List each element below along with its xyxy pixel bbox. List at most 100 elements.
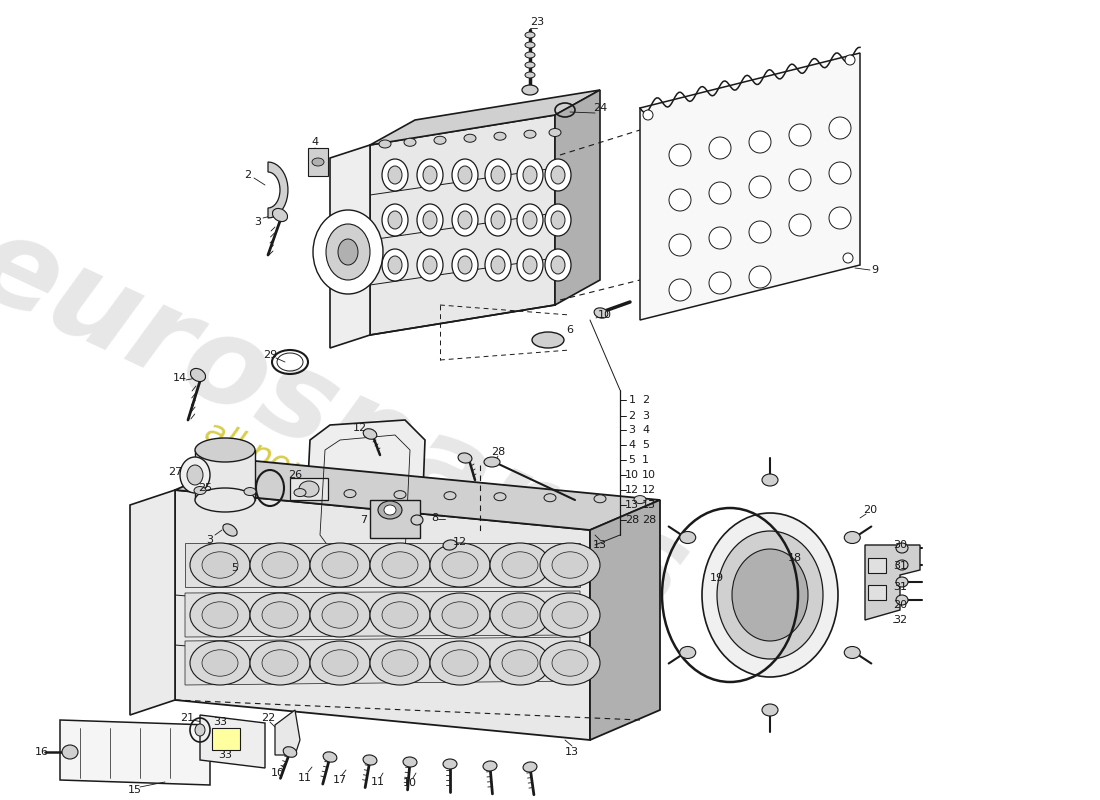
Text: 11: 11 bbox=[298, 773, 312, 783]
Polygon shape bbox=[370, 90, 600, 145]
Circle shape bbox=[710, 272, 732, 294]
Text: 12: 12 bbox=[353, 423, 367, 433]
Text: 8: 8 bbox=[431, 513, 439, 523]
Text: 5: 5 bbox=[628, 455, 636, 465]
Ellipse shape bbox=[452, 204, 478, 236]
Text: 12: 12 bbox=[453, 537, 468, 547]
Polygon shape bbox=[185, 543, 580, 587]
Ellipse shape bbox=[283, 746, 297, 758]
Text: 11: 11 bbox=[371, 777, 385, 787]
Ellipse shape bbox=[452, 159, 478, 191]
Text: 2: 2 bbox=[628, 411, 636, 421]
Ellipse shape bbox=[403, 757, 417, 767]
Circle shape bbox=[829, 117, 851, 139]
Circle shape bbox=[845, 55, 855, 65]
Ellipse shape bbox=[294, 489, 306, 497]
Text: 22: 22 bbox=[261, 713, 275, 723]
Circle shape bbox=[749, 221, 771, 243]
Ellipse shape bbox=[442, 552, 478, 578]
Text: 19: 19 bbox=[710, 573, 724, 583]
Text: 15: 15 bbox=[128, 785, 142, 795]
Ellipse shape bbox=[491, 211, 505, 229]
Ellipse shape bbox=[552, 602, 589, 628]
Text: 7: 7 bbox=[361, 515, 367, 525]
Text: 20: 20 bbox=[893, 600, 907, 610]
Polygon shape bbox=[330, 145, 370, 348]
Ellipse shape bbox=[195, 724, 205, 736]
Ellipse shape bbox=[896, 543, 907, 553]
Ellipse shape bbox=[494, 493, 506, 501]
Polygon shape bbox=[175, 460, 660, 530]
Bar bbox=[370, 500, 420, 538]
Ellipse shape bbox=[525, 52, 535, 58]
Ellipse shape bbox=[634, 495, 646, 503]
Text: 23: 23 bbox=[530, 17, 544, 27]
Ellipse shape bbox=[322, 602, 358, 628]
Circle shape bbox=[829, 162, 851, 184]
Ellipse shape bbox=[190, 543, 250, 587]
Ellipse shape bbox=[896, 577, 907, 587]
Ellipse shape bbox=[490, 593, 550, 637]
Bar bbox=[868, 585, 886, 600]
Ellipse shape bbox=[522, 166, 537, 184]
Ellipse shape bbox=[551, 256, 565, 274]
Text: 30: 30 bbox=[893, 540, 907, 550]
Ellipse shape bbox=[388, 211, 401, 229]
Circle shape bbox=[749, 131, 771, 153]
Text: 31: 31 bbox=[893, 582, 907, 592]
Text: 5: 5 bbox=[231, 563, 239, 573]
Ellipse shape bbox=[326, 224, 370, 280]
Text: 2: 2 bbox=[244, 170, 252, 180]
Ellipse shape bbox=[702, 513, 838, 677]
Polygon shape bbox=[275, 710, 300, 755]
Ellipse shape bbox=[532, 332, 564, 348]
Text: 3: 3 bbox=[207, 535, 213, 545]
Ellipse shape bbox=[378, 501, 402, 519]
Ellipse shape bbox=[540, 543, 600, 587]
Ellipse shape bbox=[273, 209, 287, 222]
Ellipse shape bbox=[430, 543, 490, 587]
Circle shape bbox=[749, 266, 771, 288]
Text: 31: 31 bbox=[893, 561, 907, 571]
Ellipse shape bbox=[458, 166, 472, 184]
Text: 6: 6 bbox=[566, 325, 573, 335]
Ellipse shape bbox=[594, 308, 608, 318]
Ellipse shape bbox=[484, 457, 500, 467]
Ellipse shape bbox=[424, 166, 437, 184]
Text: 14: 14 bbox=[173, 373, 187, 383]
Ellipse shape bbox=[187, 465, 204, 485]
Ellipse shape bbox=[732, 549, 808, 641]
Text: 1: 1 bbox=[628, 395, 636, 405]
Circle shape bbox=[669, 144, 691, 166]
Ellipse shape bbox=[312, 158, 324, 166]
Ellipse shape bbox=[680, 531, 695, 543]
Ellipse shape bbox=[522, 211, 537, 229]
Ellipse shape bbox=[382, 602, 418, 628]
Ellipse shape bbox=[485, 204, 512, 236]
Ellipse shape bbox=[388, 166, 401, 184]
Ellipse shape bbox=[517, 249, 543, 281]
Circle shape bbox=[710, 137, 732, 159]
Ellipse shape bbox=[384, 505, 396, 515]
Ellipse shape bbox=[310, 593, 370, 637]
Ellipse shape bbox=[524, 130, 536, 138]
Ellipse shape bbox=[287, 554, 303, 566]
Ellipse shape bbox=[522, 256, 537, 274]
Ellipse shape bbox=[190, 593, 250, 637]
Ellipse shape bbox=[443, 759, 456, 769]
Ellipse shape bbox=[370, 593, 430, 637]
Polygon shape bbox=[185, 637, 580, 685]
Circle shape bbox=[669, 189, 691, 211]
Bar bbox=[868, 558, 886, 573]
Ellipse shape bbox=[464, 134, 476, 142]
Ellipse shape bbox=[762, 474, 778, 486]
Polygon shape bbox=[640, 53, 860, 320]
Ellipse shape bbox=[190, 369, 206, 382]
Ellipse shape bbox=[430, 593, 490, 637]
Ellipse shape bbox=[195, 438, 255, 462]
Ellipse shape bbox=[194, 486, 206, 494]
Ellipse shape bbox=[444, 492, 456, 500]
Ellipse shape bbox=[525, 72, 535, 78]
Ellipse shape bbox=[382, 159, 408, 191]
Ellipse shape bbox=[388, 256, 401, 274]
